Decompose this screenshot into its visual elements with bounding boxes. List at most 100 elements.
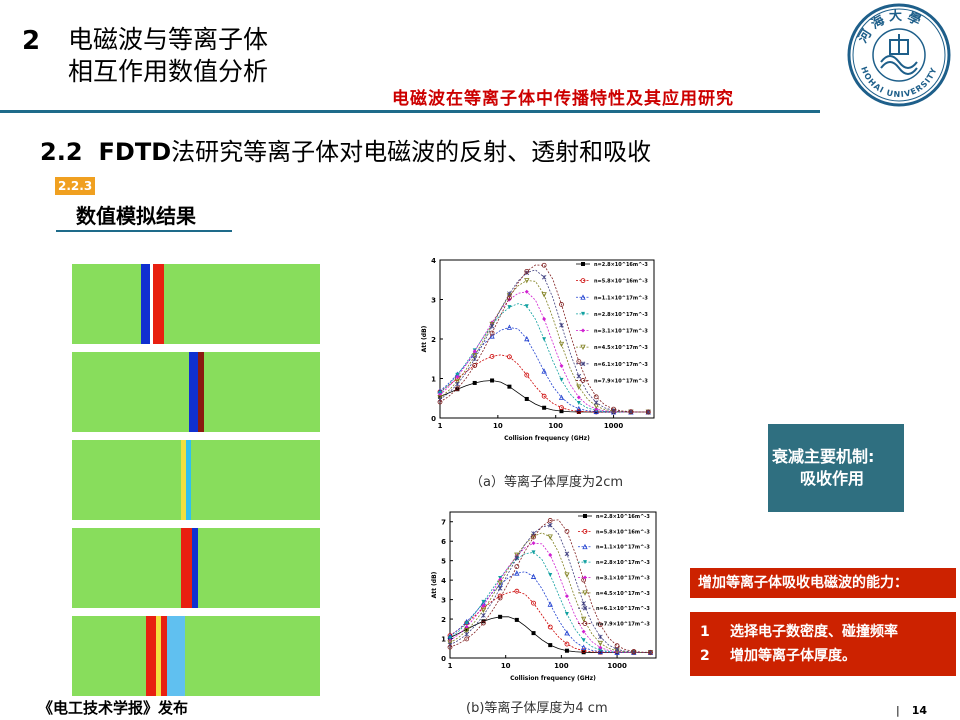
data-point [531,541,536,546]
data-point [582,621,588,626]
legend-label: n=6.1×10^17m^-3 [594,362,648,368]
data-point [547,522,553,528]
field-snapshot-4 [72,528,320,608]
data-point [564,572,570,578]
legend-label: n=6.1×10^17m^-3 [596,606,650,612]
data-point [580,344,586,351]
data-point [598,634,603,640]
data-point [489,330,495,336]
data-point [564,528,570,534]
field-band [181,528,193,608]
data-point [497,595,503,601]
data-point [489,321,495,328]
data-point [514,552,520,558]
section-title: 电磁波与等离子体 相互作用数值分析 [68,24,268,88]
data-point [472,353,478,359]
data-point [558,394,565,400]
data-point [547,518,553,523]
data-point [594,407,599,412]
data-point [448,636,452,641]
data-point [524,278,530,284]
data-point [564,630,570,636]
data-point [548,552,553,557]
data-point [507,354,512,360]
data-point [583,575,587,580]
header-divider [0,110,820,113]
section-title-line2: 相互作用数值分析 [68,57,269,86]
ability-item-1: 1 选择电子数密度、碰撞频率 [700,620,946,644]
y-tick-label: 7 [441,519,446,527]
series-line [449,519,651,653]
x-tick-label: 100 [554,662,569,670]
data-point [593,408,599,414]
field-band [167,616,186,696]
data-point [576,384,582,390]
legend-label: n=2.8×10^17m^-3 [596,560,650,566]
x-axis-label: Collision frequency (GHz) [510,675,596,682]
data-point [593,394,599,400]
data-point [454,386,460,392]
data-point [581,328,585,333]
data-point [472,380,477,385]
data-point [583,514,587,518]
y-tick-label: 3 [441,597,446,605]
field-band [197,352,204,432]
project-subtitle: 电磁波在等离子体中传播特性及其应用研究 [392,89,734,109]
data-point [559,302,564,307]
field-band [153,264,165,344]
data-point [597,622,603,628]
data-point [489,354,495,359]
data-point [455,374,460,379]
field-band [188,352,198,432]
legend-label: n=2.8×10^17m^-3 [594,312,648,318]
data-point [582,528,588,534]
y-tick-label: 1 [441,636,446,644]
ability-item-1-num: 1 [700,624,710,640]
data-point [514,555,520,561]
data-point [454,378,461,385]
y-tick-label: 5 [441,558,446,566]
x-tick-label: 10 [493,422,503,430]
y-axis-label: Att (dB) [421,325,428,352]
y-tick-label: 4 [431,257,436,265]
data-point [481,599,486,604]
data-point [597,640,604,647]
data-point [548,643,553,648]
legend-label: n=5.8×10^16m^-3 [596,529,650,535]
data-point [481,620,486,626]
data-point [548,573,553,578]
legend-label: n=1.1×10^17m^-3 [594,295,648,301]
data-point [447,640,453,646]
data-point [514,617,519,622]
data-point [472,356,477,362]
ability-item-2: 2 增加等离子体厚度。 [700,644,946,668]
data-point [576,373,582,379]
data-point [581,629,586,634]
data-point [564,551,570,557]
data-point [541,274,547,280]
data-point [628,409,634,415]
y-tick-label: 0 [431,415,436,423]
data-point [559,322,564,328]
data-point [524,268,530,274]
data-point [581,262,585,266]
data-point [514,564,520,569]
legend-label: n=1.1×10^17m^-3 [596,545,650,551]
field-snapshot-2 [72,352,320,432]
data-point [583,560,587,565]
data-point [559,409,564,414]
data-point [524,396,529,401]
data-point [455,372,460,377]
data-point [524,304,529,309]
data-point [558,341,565,348]
data-point [581,601,586,606]
data-point [580,278,586,284]
data-point [514,588,520,594]
data-point [581,650,586,655]
data-point [480,607,487,614]
data-point [576,395,581,400]
data-point [541,393,547,399]
data-point [514,570,520,576]
